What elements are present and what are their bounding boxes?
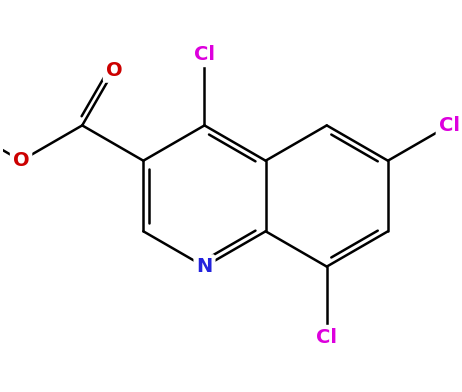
Text: Cl: Cl xyxy=(194,45,215,64)
Text: Cl: Cl xyxy=(438,116,460,135)
Text: Cl: Cl xyxy=(316,328,337,347)
Text: N: N xyxy=(196,257,213,276)
Text: O: O xyxy=(106,61,122,80)
Text: O: O xyxy=(13,151,30,170)
